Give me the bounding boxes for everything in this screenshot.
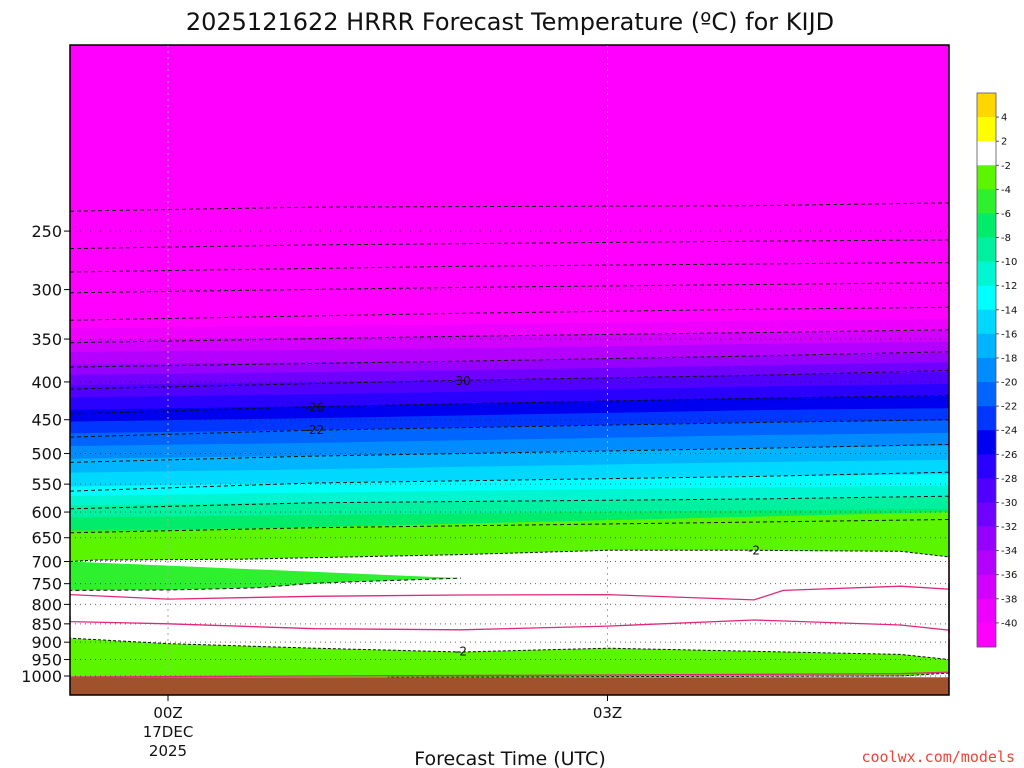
colorbar-label: -18 xyxy=(1001,353,1017,364)
plot-grid xyxy=(70,45,949,695)
colorbar-label: 4 xyxy=(1001,113,1007,124)
fill-region-2 xyxy=(70,631,949,678)
ground xyxy=(70,677,949,695)
colorbar-label: -40 xyxy=(1001,618,1017,629)
y-tick-label: 250 xyxy=(31,222,62,241)
colorbar-label: -32 xyxy=(1001,522,1017,533)
colorbar-label: -38 xyxy=(1001,594,1017,605)
colorbar-swatch xyxy=(977,261,996,286)
colorbar-swatch xyxy=(977,333,996,359)
y-tick-label: 750 xyxy=(31,575,62,594)
colorbar-swatch xyxy=(977,406,996,431)
chart-title: 2025121622 HRRR Forecast Temperature (ºC… xyxy=(186,8,834,36)
colorbar-swatch xyxy=(977,285,996,311)
y-tick-label: 800 xyxy=(31,595,62,614)
y-axis-ticks: 2503003504004505005506006507007508008509… xyxy=(21,222,70,686)
colorbar-label: -12 xyxy=(1001,281,1017,292)
colorbar-swatch xyxy=(977,622,996,648)
colorbar-label: -24 xyxy=(1001,426,1017,437)
colorbar-swatch xyxy=(977,454,996,479)
colorbar-swatch xyxy=(977,502,996,527)
colorbar-swatch xyxy=(977,357,996,383)
contour-label: -22 xyxy=(305,423,325,437)
y-tick-label: 550 xyxy=(31,475,62,494)
colorbar-label: -30 xyxy=(1001,498,1017,509)
colorbar-swatch xyxy=(977,382,996,407)
colorbar-frame xyxy=(976,92,997,648)
colorbar-label: 2 xyxy=(1001,137,1007,148)
colorbar-label: -14 xyxy=(1001,305,1017,316)
colorbar-swatch xyxy=(977,141,996,166)
colorbar-swatch xyxy=(977,526,996,551)
colorbar-label: -26 xyxy=(1001,450,1017,461)
ground-strip xyxy=(70,677,949,695)
colorbar-label: -2 xyxy=(1001,161,1011,172)
contour-line xyxy=(69,394,950,415)
y-tick-label: 600 xyxy=(31,503,62,522)
color-legend: 4 2 -2 -4 -6 -8 -10 -12 -14 -16 -18 -20 -22 -24 -26 -28… xyxy=(976,92,1017,648)
colorbar-swatch xyxy=(977,309,996,335)
contour-line xyxy=(69,511,950,534)
colorbar-label: -6 xyxy=(1001,209,1011,220)
x-tick-label: 03Z xyxy=(593,704,622,722)
colorbar-label: -28 xyxy=(1001,474,1017,485)
y-tick-label: 900 xyxy=(31,633,62,652)
colorbar-label: -16 xyxy=(1001,329,1017,340)
y-tick-label: 450 xyxy=(31,411,62,430)
contour-label: -2 xyxy=(748,543,760,557)
y-tick-label: 400 xyxy=(31,373,62,392)
contour-label-bg xyxy=(0,583,3,597)
colorbar-label: -22 xyxy=(1001,402,1017,413)
colorbar-label: -20 xyxy=(1001,378,1017,389)
y-tick-label: 950 xyxy=(31,651,62,670)
colorbar-swatch xyxy=(977,598,996,624)
contour-line xyxy=(69,487,950,510)
colorbar-swatch xyxy=(977,117,996,142)
colorbar-label: -4 xyxy=(1001,185,1011,196)
colorbar-label: -34 xyxy=(1001,546,1017,557)
colorbar-label: -10 xyxy=(1001,257,1017,268)
y-tick-label: 350 xyxy=(31,330,62,349)
y-tick-label: 300 xyxy=(31,281,62,300)
colorbar-swatch xyxy=(977,213,996,238)
y-tick-label: 700 xyxy=(31,553,62,572)
fill-region-0 xyxy=(70,512,949,562)
colorbar-label: -8 xyxy=(1001,233,1011,244)
contour-line xyxy=(69,631,950,678)
credit-link[interactable]: coolwx.com/models xyxy=(861,748,1015,766)
contour-label: -30 xyxy=(451,374,471,388)
y-tick-label: 650 xyxy=(31,529,62,548)
colorbar-label: -36 xyxy=(1001,570,1017,581)
x-axis-label: Forecast Time (UTC) xyxy=(414,748,605,768)
colorbar-swatch xyxy=(977,93,996,118)
colorbar-swatch xyxy=(977,165,996,190)
contour-label: -26 xyxy=(305,400,325,414)
colorbar-swatch xyxy=(977,237,996,262)
plot-fill xyxy=(69,45,950,695)
colorbar-swatch xyxy=(977,430,996,455)
contour-label: -2 xyxy=(455,645,467,659)
y-tick-label: 500 xyxy=(31,445,62,464)
x-axis-ticks: 00Z03Z06Z09Z12Z15Z xyxy=(153,695,622,722)
date-day-label: 17DEC xyxy=(143,723,194,741)
colorbar-swatch xyxy=(977,574,996,600)
colorbar-swatch xyxy=(977,550,996,576)
x-tick-label: 00Z xyxy=(153,704,182,722)
y-tick-label: 1000 xyxy=(21,667,62,686)
colorbar-swatch xyxy=(977,189,996,214)
y-tick-label: 850 xyxy=(31,615,62,634)
colorbar-swatch xyxy=(977,478,996,503)
plot-frame xyxy=(69,44,950,696)
date-year-label: 2025 xyxy=(149,742,187,760)
